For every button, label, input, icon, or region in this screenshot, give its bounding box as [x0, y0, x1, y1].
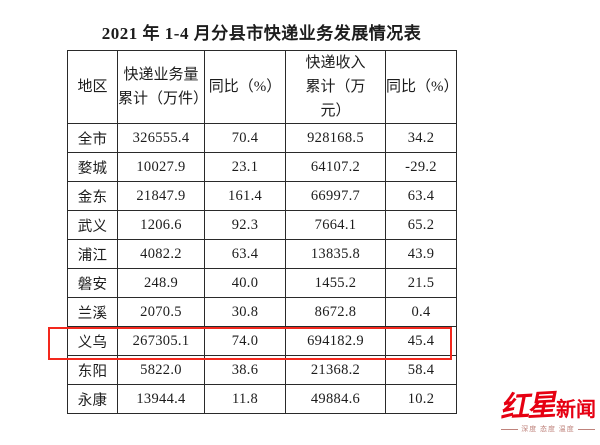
region-cell: 武义 [67, 210, 118, 240]
region-cell: 金东 [67, 181, 118, 211]
yoy-volume-cell: 30.8 [204, 297, 286, 327]
volume-cell: 21847.9 [117, 181, 205, 211]
region-cell: 磐安 [67, 268, 118, 298]
tagline-left-rule [501, 429, 519, 430]
redstar-news-wordmark: 红星 新闻 [499, 389, 597, 425]
yoy-revenue-cell: 45.4 [385, 326, 457, 356]
table-row-quanshi: 全市 326555.4 70.4 928168.5 34.2 [67, 123, 457, 153]
table-header-row: 地区 快递业务量 累计（万件） 同比（%） 快递收入 累计（万 元） 同比（%） [67, 50, 459, 124]
header-revenue: 快递收入 累计（万 元） [285, 50, 386, 124]
yoy-revenue-cell: 34.2 [385, 123, 457, 153]
table-row-jindong: 金东 21847.9 161.4 66997.7 63.4 [67, 181, 457, 211]
redstar-news-logo: 红星 新闻 深度 态度 温度 [499, 389, 597, 433]
revenue-cell: 21368.2 [285, 355, 386, 385]
table-row-yongkang: 永康 13944.4 11.8 49884.6 10.2 [67, 384, 457, 414]
header-yoy-revenue: 同比（%） [385, 50, 459, 124]
region-cell: 全市 [67, 123, 118, 153]
volume-cell: 4082.2 [117, 239, 205, 269]
header-volume: 快递业务量 累计（万件） [117, 50, 208, 124]
yoy-revenue-cell: 21.5 [385, 268, 457, 298]
table-row-pujiang: 浦江 4082.2 63.4 13835.8 43.9 [67, 239, 457, 269]
page-title: 2021 年 1-4 月分县市快递业务发展情况表 [101, 24, 422, 43]
revenue-cell: 49884.6 [285, 384, 386, 414]
revenue-cell: 64107.2 [285, 152, 386, 182]
table-row-lanxi: 兰溪 2070.5 30.8 8672.8 0.4 [67, 297, 457, 327]
volume-cell: 2070.5 [117, 297, 205, 327]
yoy-revenue-cell: 0.4 [385, 297, 457, 327]
volume-cell: 13944.4 [117, 384, 205, 414]
revenue-cell: 13835.8 [285, 239, 386, 269]
delivery-stats-table: 地区 快递业务量 累计（万件） 同比（%） 快递收入 累计（万 元） 同比（%）… [67, 50, 459, 414]
region-cell: 婺城 [67, 152, 118, 182]
volume-cell: 10027.9 [117, 152, 205, 182]
table-row-wuyi: 武义 1206.6 92.3 7664.1 65.2 [67, 210, 457, 240]
tagline-right-rule [577, 429, 595, 430]
yoy-revenue-cell: 65.2 [385, 210, 457, 240]
revenue-cell: 928168.5 [285, 123, 386, 153]
volume-cell: 326555.4 [117, 123, 205, 153]
table-row-yiwu: 义乌 267305.1 74.0 694182.9 45.4 [67, 326, 457, 356]
yoy-revenue-cell: 43.9 [385, 239, 457, 269]
revenue-cell: 694182.9 [285, 326, 386, 356]
yoy-revenue-cell: 63.4 [385, 181, 457, 211]
yoy-volume-cell: 74.0 [204, 326, 286, 356]
yoy-revenue-cell: -29.2 [385, 152, 457, 182]
region-cell: 兰溪 [67, 297, 118, 327]
volume-cell: 5822.0 [117, 355, 205, 385]
yoy-volume-cell: 40.0 [204, 268, 286, 298]
region-cell: 永康 [67, 384, 118, 414]
region-cell: 浦江 [67, 239, 118, 269]
region-cell: 义乌 [67, 326, 118, 356]
volume-cell: 248.9 [117, 268, 205, 298]
revenue-cell: 1455.2 [285, 268, 386, 298]
yoy-revenue-cell: 58.4 [385, 355, 457, 385]
header-region: 地区 [67, 50, 118, 124]
yoy-revenue-cell: 10.2 [385, 384, 457, 414]
volume-cell: 267305.1 [117, 326, 205, 356]
redstar-calligraphy-text: 红星 [499, 389, 555, 425]
redstar-news-tagline: 深度 态度 温度 [501, 426, 595, 433]
header-yoy-volume: 同比（%） [204, 50, 286, 124]
yoy-volume-cell: 92.3 [204, 210, 286, 240]
redstar-news-text: 新闻 [556, 399, 597, 421]
tagline-text: 深度 态度 温度 [521, 425, 575, 433]
revenue-cell: 7664.1 [285, 210, 386, 240]
revenue-cell: 66997.7 [285, 181, 386, 211]
yoy-volume-cell: 23.1 [204, 152, 286, 182]
yoy-volume-cell: 63.4 [204, 239, 286, 269]
table-row-panan: 磐安 248.9 40.0 1455.2 21.5 [67, 268, 457, 298]
yoy-volume-cell: 161.4 [204, 181, 286, 211]
volume-cell: 1206.6 [117, 210, 205, 240]
region-cell: 东阳 [67, 355, 118, 385]
revenue-cell: 8672.8 [285, 297, 386, 327]
yoy-volume-cell: 38.6 [204, 355, 286, 385]
table-row-dongyang: 东阳 5822.0 38.6 21368.2 58.4 [67, 355, 457, 385]
yoy-volume-cell: 70.4 [204, 123, 286, 153]
yoy-volume-cell: 11.8 [204, 384, 286, 414]
table-row-wucheng: 婺城 10027.9 23.1 64107.2 -29.2 [67, 152, 457, 182]
